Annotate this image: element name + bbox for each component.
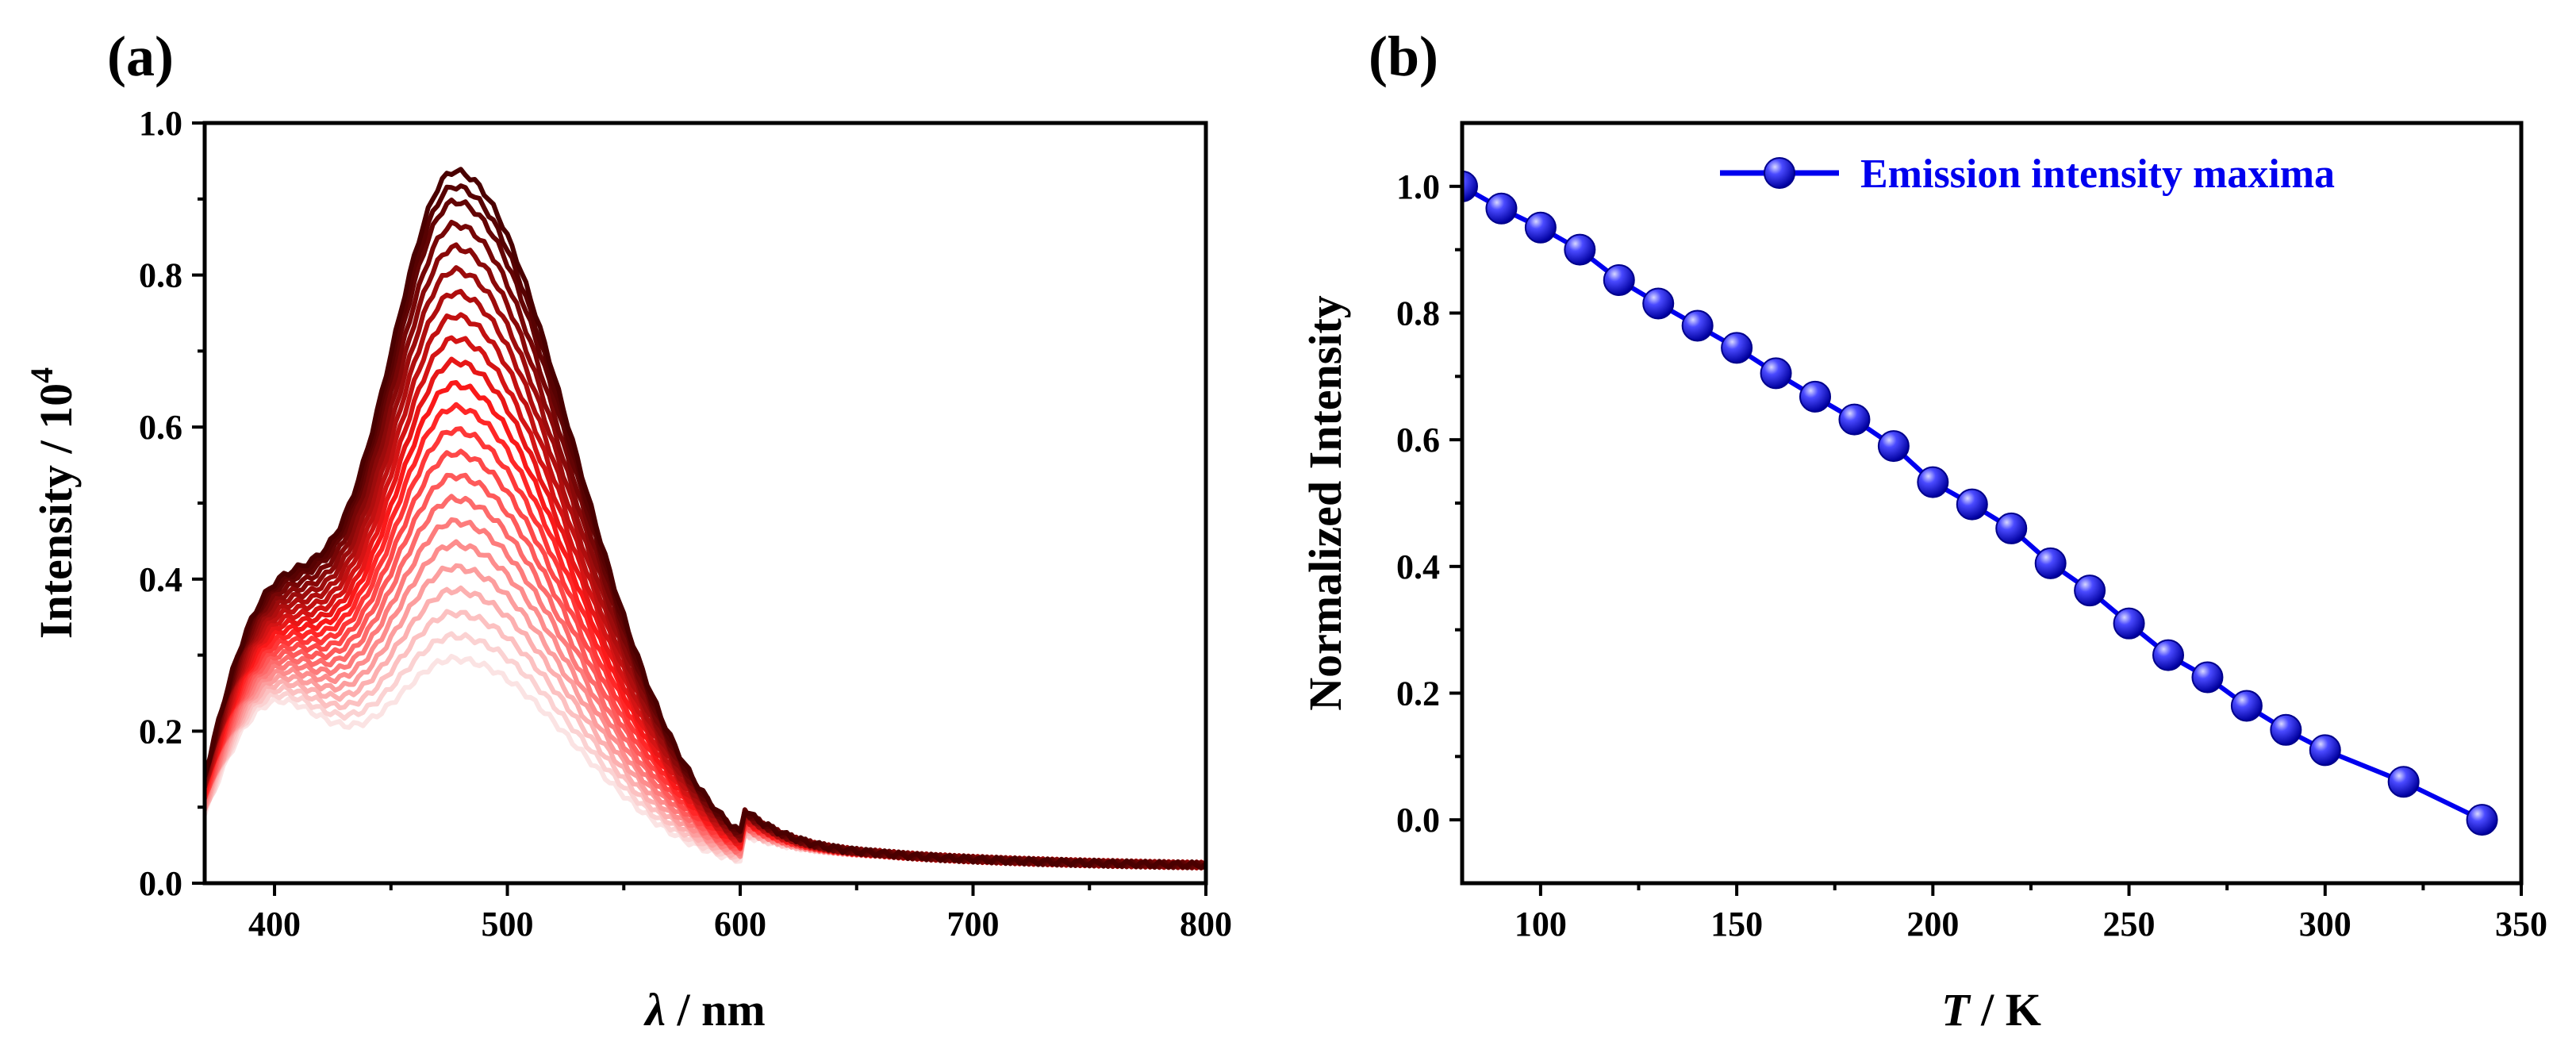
panel-b-y-tick-label: 0.8 — [1396, 294, 1440, 333]
panel-a-x-unit: / nm — [666, 984, 766, 1036]
data-point — [1462, 170, 1478, 202]
panel-b-plot-area — [1462, 170, 2498, 836]
panel-b-x-tick-label: 350 — [2495, 905, 2547, 943]
panel-a-y-tick-label: 0.2 — [139, 712, 182, 751]
data-point — [1838, 403, 1871, 436]
panel-b-legend: Emission intensity maxima — [1720, 152, 2335, 197]
data-point — [1603, 263, 1635, 296]
panel-a-y-sup: 4 — [24, 367, 60, 383]
data-point — [2466, 804, 2498, 836]
panel-b-label: (b) — [1369, 25, 1438, 88]
panel-b-y-ticks: 0.0 0.2 0.4 0.6 0.8 1.0 — [1396, 167, 1462, 840]
data-point — [1799, 380, 1831, 413]
panel-a-x-tick-label: 400 — [248, 905, 301, 943]
panel-a-y-tick-label: 1.0 — [139, 104, 182, 143]
data-point — [1956, 488, 1988, 521]
data-point — [1917, 466, 1949, 498]
data-point — [2387, 766, 2420, 798]
panel-a-x-axis-title: λ / nm — [643, 984, 765, 1036]
panel-a-curves — [205, 167, 1206, 870]
panel-a-y-tick-label: 0.8 — [139, 256, 182, 295]
panel-a-plot-area — [205, 167, 1206, 870]
data-point — [2230, 690, 2263, 722]
panel-b-y-tick-label: 1.0 — [1396, 167, 1440, 206]
data-point — [1995, 512, 2028, 544]
spectrum-curve — [205, 167, 1206, 870]
panel-b-x-tick-label: 200 — [1906, 905, 1959, 943]
panel-a-y-label: Intensity / 10 — [30, 383, 82, 639]
data-point — [2309, 734, 2341, 767]
legend-label: Emission intensity maxima — [1860, 152, 2335, 197]
data-point — [1760, 357, 1792, 390]
panel-b-x-ticks: 100 150 200 250 300 350 — [1515, 883, 2547, 943]
data-point — [2152, 639, 2184, 671]
panel-a-y-tick-label: 0.0 — [139, 864, 182, 903]
panel-b-x-unit: / K — [1970, 984, 2041, 1036]
panel-b-x-axis-title: T / K — [1941, 984, 2041, 1036]
data-point — [1485, 192, 1518, 225]
panel-b-y-tick-label: 0.6 — [1396, 421, 1440, 459]
panel-b: (b) 100 150 200 250 300 350 0.0 0.2 0.4 0.6 0.8 1.… — [1300, 25, 2547, 1036]
panel-a-x-tick-label: 500 — [482, 905, 534, 943]
panel-a-x-tick-label: 600 — [714, 905, 766, 943]
data-point — [2074, 575, 2106, 607]
data-point — [1877, 430, 1910, 463]
panel-b-x-tick-label: 300 — [2299, 905, 2351, 943]
panel-b-x-tick-label: 150 — [1710, 905, 1763, 943]
data-point — [1524, 211, 1557, 244]
panel-a: (a) 400 500 600 700 800 0.0 0.2 0.4 0.6 0.8 1.0 λ… — [24, 25, 1232, 1036]
panel-b-y-axis-title: Normalized Intensity — [1300, 295, 1351, 711]
data-point — [2270, 713, 2302, 746]
panel-a-y-axis-title: Intensity / 104 — [24, 367, 82, 639]
panel-b-x-tick-label: 100 — [1515, 905, 1567, 943]
data-point — [1721, 332, 1753, 364]
data-point — [1564, 233, 1596, 266]
panel-b-y-tick-label: 0.2 — [1396, 674, 1440, 713]
panel-a-y-ticks: 0.0 0.2 0.4 0.6 0.8 1.0 — [139, 104, 205, 903]
data-point — [2113, 607, 2145, 640]
data-point — [2191, 661, 2224, 694]
panel-a-y-tick-label: 0.4 — [139, 560, 182, 599]
panel-b-x-symbol: T — [1941, 984, 1971, 1036]
panel-b-frame — [1460, 121, 2524, 886]
panel-b-y-tick-label: 0.4 — [1396, 548, 1440, 586]
legend-marker — [1764, 157, 1795, 189]
panel-a-x-tick-label: 800 — [1180, 905, 1232, 943]
panel-a-x-tick-label: 700 — [947, 905, 1000, 943]
data-point — [1681, 309, 1714, 342]
panel-b-series — [1462, 170, 2498, 836]
panel-a-x-symbol: λ — [643, 984, 666, 1036]
panel-b-y-tick-label: 0.0 — [1396, 801, 1440, 840]
panel-b-x-tick-label: 250 — [2103, 905, 2156, 943]
panel-a-x-ticks: 400 500 600 700 800 — [248, 883, 1232, 943]
data-point — [2034, 547, 2067, 579]
data-point — [1642, 287, 1675, 320]
panel-a-label: (a) — [107, 25, 174, 88]
panel-a-y-tick-label: 0.6 — [139, 408, 182, 447]
